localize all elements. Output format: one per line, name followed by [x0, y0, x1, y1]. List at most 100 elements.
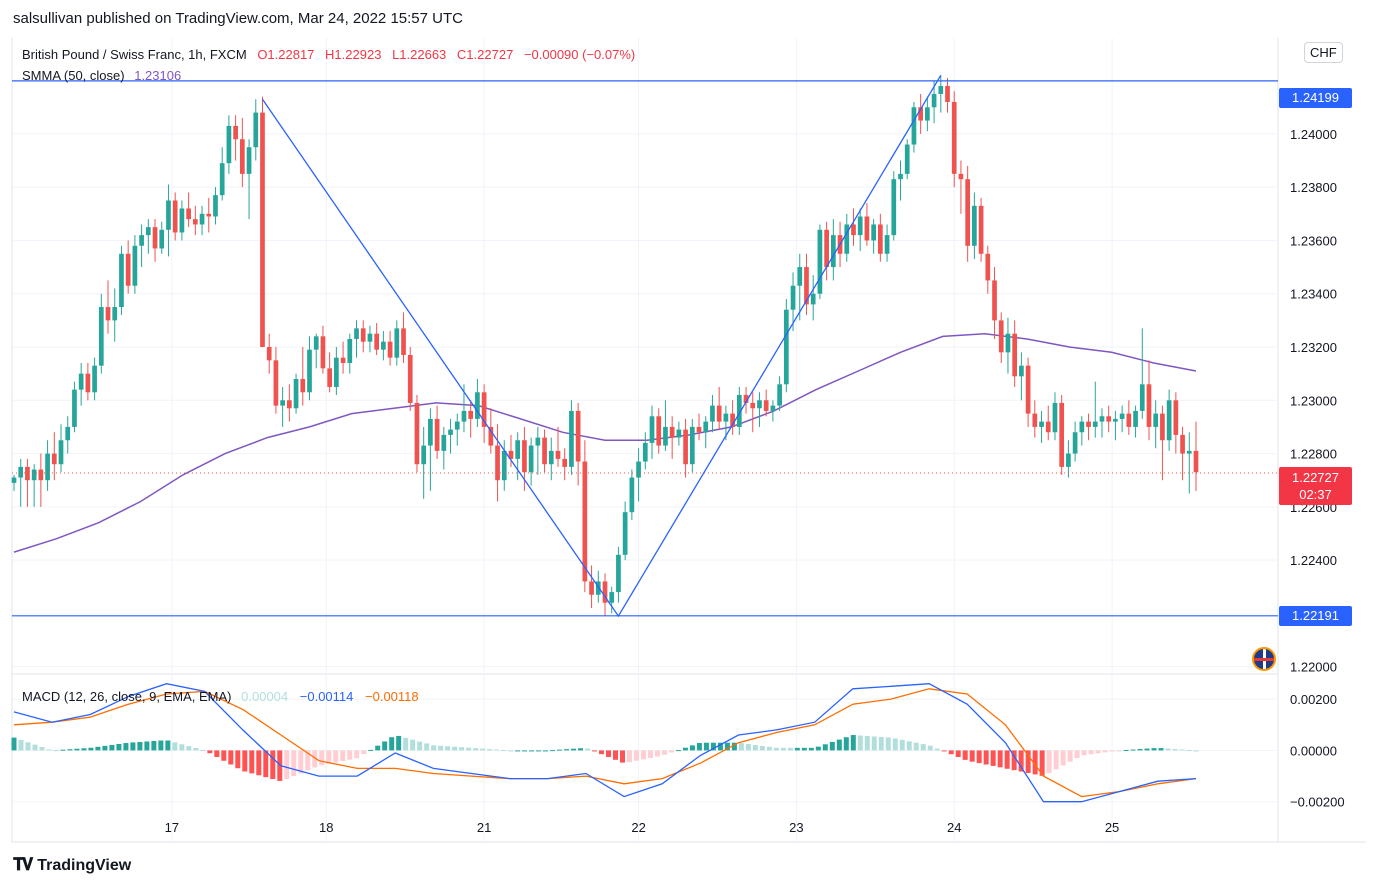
- candle-body: [233, 125, 238, 140]
- macd-histogram-bar: [1193, 750, 1199, 752]
- candle-body: [1173, 400, 1179, 435]
- macd-histogram-bar: [585, 748, 591, 751]
- candle-body: [696, 426, 702, 433]
- candle-body: [911, 107, 917, 145]
- macd-histogram-bar: [95, 746, 101, 751]
- candle-body: [347, 339, 353, 363]
- macd-histogram-bar: [25, 742, 31, 751]
- candle-body: [132, 245, 138, 286]
- macd-signal-value: −0.00118: [365, 689, 419, 704]
- macd-histogram-bar: [941, 750, 947, 752]
- candle-body: [938, 85, 944, 94]
- candle-body: [1126, 413, 1132, 427]
- candle-body: [18, 466, 24, 478]
- macd-histogram-bar: [46, 749, 52, 751]
- macd-hist-value: 0.00004: [241, 689, 289, 704]
- macd-histogram-bar: [417, 741, 423, 751]
- macd-histogram-bar: [487, 749, 493, 751]
- macd-histogram-bar: [969, 750, 975, 762]
- candle-body: [656, 416, 662, 446]
- smma-label[interactable]: SMMA (50, close): [22, 68, 125, 83]
- macd-histogram-bar: [354, 750, 360, 759]
- macd-histogram-bar: [1060, 750, 1066, 766]
- macd-histogram-bar: [60, 749, 66, 751]
- macd-histogram-bar: [291, 750, 297, 777]
- candle-body: [1005, 333, 1011, 353]
- candle-body: [790, 285, 796, 310]
- macd-histogram-bar: [599, 750, 605, 755]
- candle-body: [488, 426, 494, 446]
- macd-histogram-bar: [885, 737, 891, 751]
- candle-body: [1072, 432, 1078, 454]
- smma-line: [13, 332, 1197, 553]
- macd-histogram-bar: [906, 741, 912, 751]
- time-tick-label: 23: [789, 820, 803, 835]
- price-tick-label: 1.23000: [1290, 393, 1337, 408]
- macd-histogram-bar: [277, 750, 283, 781]
- macd-histogram-bar: [214, 750, 220, 757]
- macd-histogram-bar: [270, 750, 276, 780]
- candle-body: [172, 200, 178, 233]
- macd-histogram-bar: [200, 749, 206, 751]
- candle-body: [542, 437, 547, 465]
- candle-body: [925, 107, 930, 121]
- candle-body: [119, 253, 124, 308]
- tradingview-logo[interactable]: 𝐓𝐕 TradingView: [13, 855, 131, 875]
- low-value: L1.22663: [392, 47, 447, 62]
- candle-body: [683, 429, 688, 465]
- macd-histogram-bar: [242, 750, 248, 772]
- macd-histogram-bar: [557, 749, 563, 751]
- macd-histogram-bar: [424, 743, 430, 751]
- macd-histogram-bar: [1172, 749, 1178, 751]
- macd-histogram-bar: [920, 744, 926, 751]
- macd-histogram-bar: [668, 750, 674, 753]
- candle-body: [555, 450, 561, 459]
- candle-body: [878, 224, 883, 254]
- candle-body: [1106, 416, 1112, 422]
- candle-body: [1166, 400, 1172, 441]
- macd-histogram-bar: [74, 748, 80, 751]
- candle-body: [965, 179, 971, 246]
- price-tag-bottom-line[interactable]: 1.22191: [1279, 606, 1352, 626]
- macd-histogram-bar: [780, 747, 786, 751]
- macd-histogram-bar: [1025, 750, 1031, 773]
- uk-flag-icon[interactable]: [1252, 647, 1276, 671]
- candle-body: [401, 328, 406, 355]
- macd-histogram-bar: [955, 750, 961, 758]
- macd-histogram-bar: [592, 750, 598, 752]
- macd-histogram-bar: [927, 745, 933, 751]
- currency-button[interactable]: CHF: [1304, 42, 1343, 63]
- candle-body: [629, 477, 635, 513]
- candle-body: [468, 410, 474, 419]
- candle-body: [817, 229, 823, 294]
- macd-histogram-bar: [899, 739, 905, 751]
- symbol-name[interactable]: British Pound / Swiss Franc, 1h, FXCM: [22, 47, 247, 62]
- macd-histogram-bar: [39, 746, 45, 751]
- macd-label[interactable]: MACD (12, 26, close, 9, EMA, EMA): [22, 689, 232, 704]
- candle-body: [179, 208, 185, 233]
- candle-body: [461, 410, 467, 422]
- macd-histogram-bar: [88, 747, 94, 751]
- price-tick-label: 1.22800: [1290, 447, 1337, 462]
- macd-histogram-bar: [305, 750, 311, 771]
- candle-body: [381, 341, 386, 350]
- candle-body: [186, 208, 191, 220]
- macd-histogram-bar: [836, 739, 842, 751]
- candle-body: [246, 147, 252, 174]
- candle-body: [166, 200, 171, 230]
- macd-histogram-bar: [172, 742, 178, 751]
- candle-body: [475, 392, 480, 419]
- candle-body: [992, 280, 997, 321]
- macd-histogram-bar: [976, 750, 982, 764]
- macd-histogram-bar: [165, 740, 171, 751]
- macd-histogram-bar: [333, 750, 339, 763]
- candle-body: [857, 216, 863, 236]
- candle-body: [481, 392, 487, 427]
- candle-body: [421, 445, 427, 465]
- price-tag-top-line[interactable]: 1.24199: [1279, 88, 1352, 108]
- macd-histogram-bar: [1046, 750, 1052, 774]
- macd-histogram-bar: [1039, 750, 1045, 776]
- price-tick-label: 1.23400: [1290, 287, 1337, 302]
- macd-histogram-bar: [990, 750, 996, 766]
